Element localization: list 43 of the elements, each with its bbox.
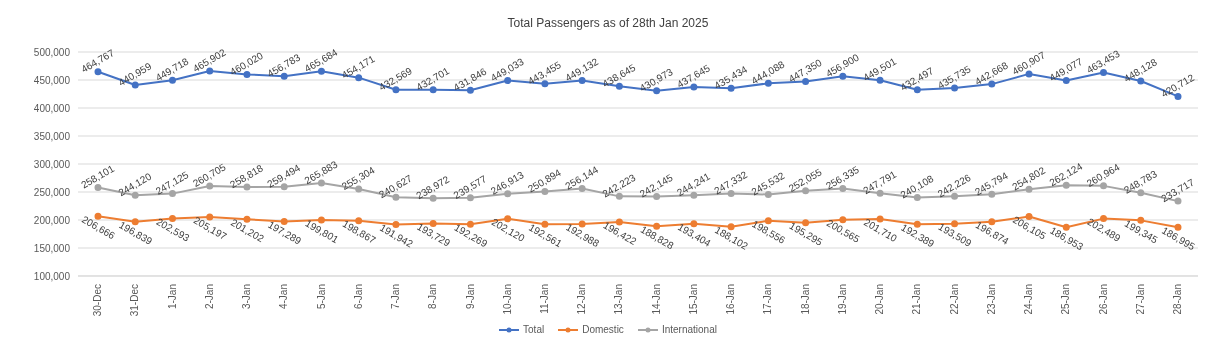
y-tick-label: 400,000 <box>33 102 71 114</box>
x-tick-label: 21-Jan <box>911 284 923 315</box>
x-tick-label: 19-Jan <box>836 284 848 315</box>
y-tick-label: 350,000 <box>33 130 71 142</box>
x-tick-label: 6-Jan <box>352 284 364 310</box>
chart-title: Total Passengers as of 28th Jan 2025 <box>506 15 710 30</box>
x-tick-label: 22-Jan <box>948 284 960 315</box>
x-tick-label: 17-Jan <box>762 284 774 315</box>
x-tick-label: 4-Jan <box>278 284 290 310</box>
legend-label: Total <box>522 324 545 335</box>
x-tick-label: 13-Jan <box>613 284 625 315</box>
y-tick-label: 150,000 <box>33 242 71 254</box>
x-tick-label: 30-Dec <box>92 284 104 317</box>
y-tick-label: 200,000 <box>33 214 71 226</box>
x-tick-label: 20-Jan <box>874 284 886 315</box>
x-tick-label: 25-Jan <box>1060 284 1072 315</box>
y-tick-label: 300,000 <box>33 158 71 170</box>
x-tick-label: 16-Jan <box>725 284 737 315</box>
y-tick-label: 100,000 <box>33 270 71 282</box>
x-tick-label: 10-Jan <box>501 284 513 315</box>
x-tick-label: 28-Jan <box>1172 284 1184 315</box>
y-tick-label: 500,000 <box>33 46 71 58</box>
x-tick-label: 2-Jan <box>203 284 215 310</box>
y-tick-label: 450,000 <box>33 74 71 86</box>
legend-label: Domestic <box>581 324 624 335</box>
x-tick-label: 31-Dec <box>129 284 141 317</box>
x-tick-label: 12-Jan <box>576 284 588 315</box>
x-tick-label: 11-Jan <box>539 284 550 314</box>
x-tick-label: 3-Jan <box>241 284 253 310</box>
x-tick-label: 24-Jan <box>1023 284 1035 315</box>
x-tick-label: 8-Jan <box>427 284 439 310</box>
x-tick-label: 27-Jan <box>1134 284 1146 315</box>
x-tick-label: 9-Jan <box>464 284 476 310</box>
x-tick-label: 15-Jan <box>687 284 699 315</box>
legend-label: International <box>660 324 717 335</box>
x-tick-label: 26-Jan <box>1097 284 1109 315</box>
y-tick-label: 250,000 <box>33 186 71 198</box>
x-tick-label: 7-Jan <box>390 284 402 310</box>
x-tick-label: 23-Jan <box>985 284 997 315</box>
x-tick-label: 14-Jan <box>650 284 662 315</box>
x-tick-label: 5-Jan <box>315 284 327 310</box>
x-tick-label: 1-Jan <box>166 284 178 310</box>
x-tick-label: 18-Jan <box>799 284 811 315</box>
